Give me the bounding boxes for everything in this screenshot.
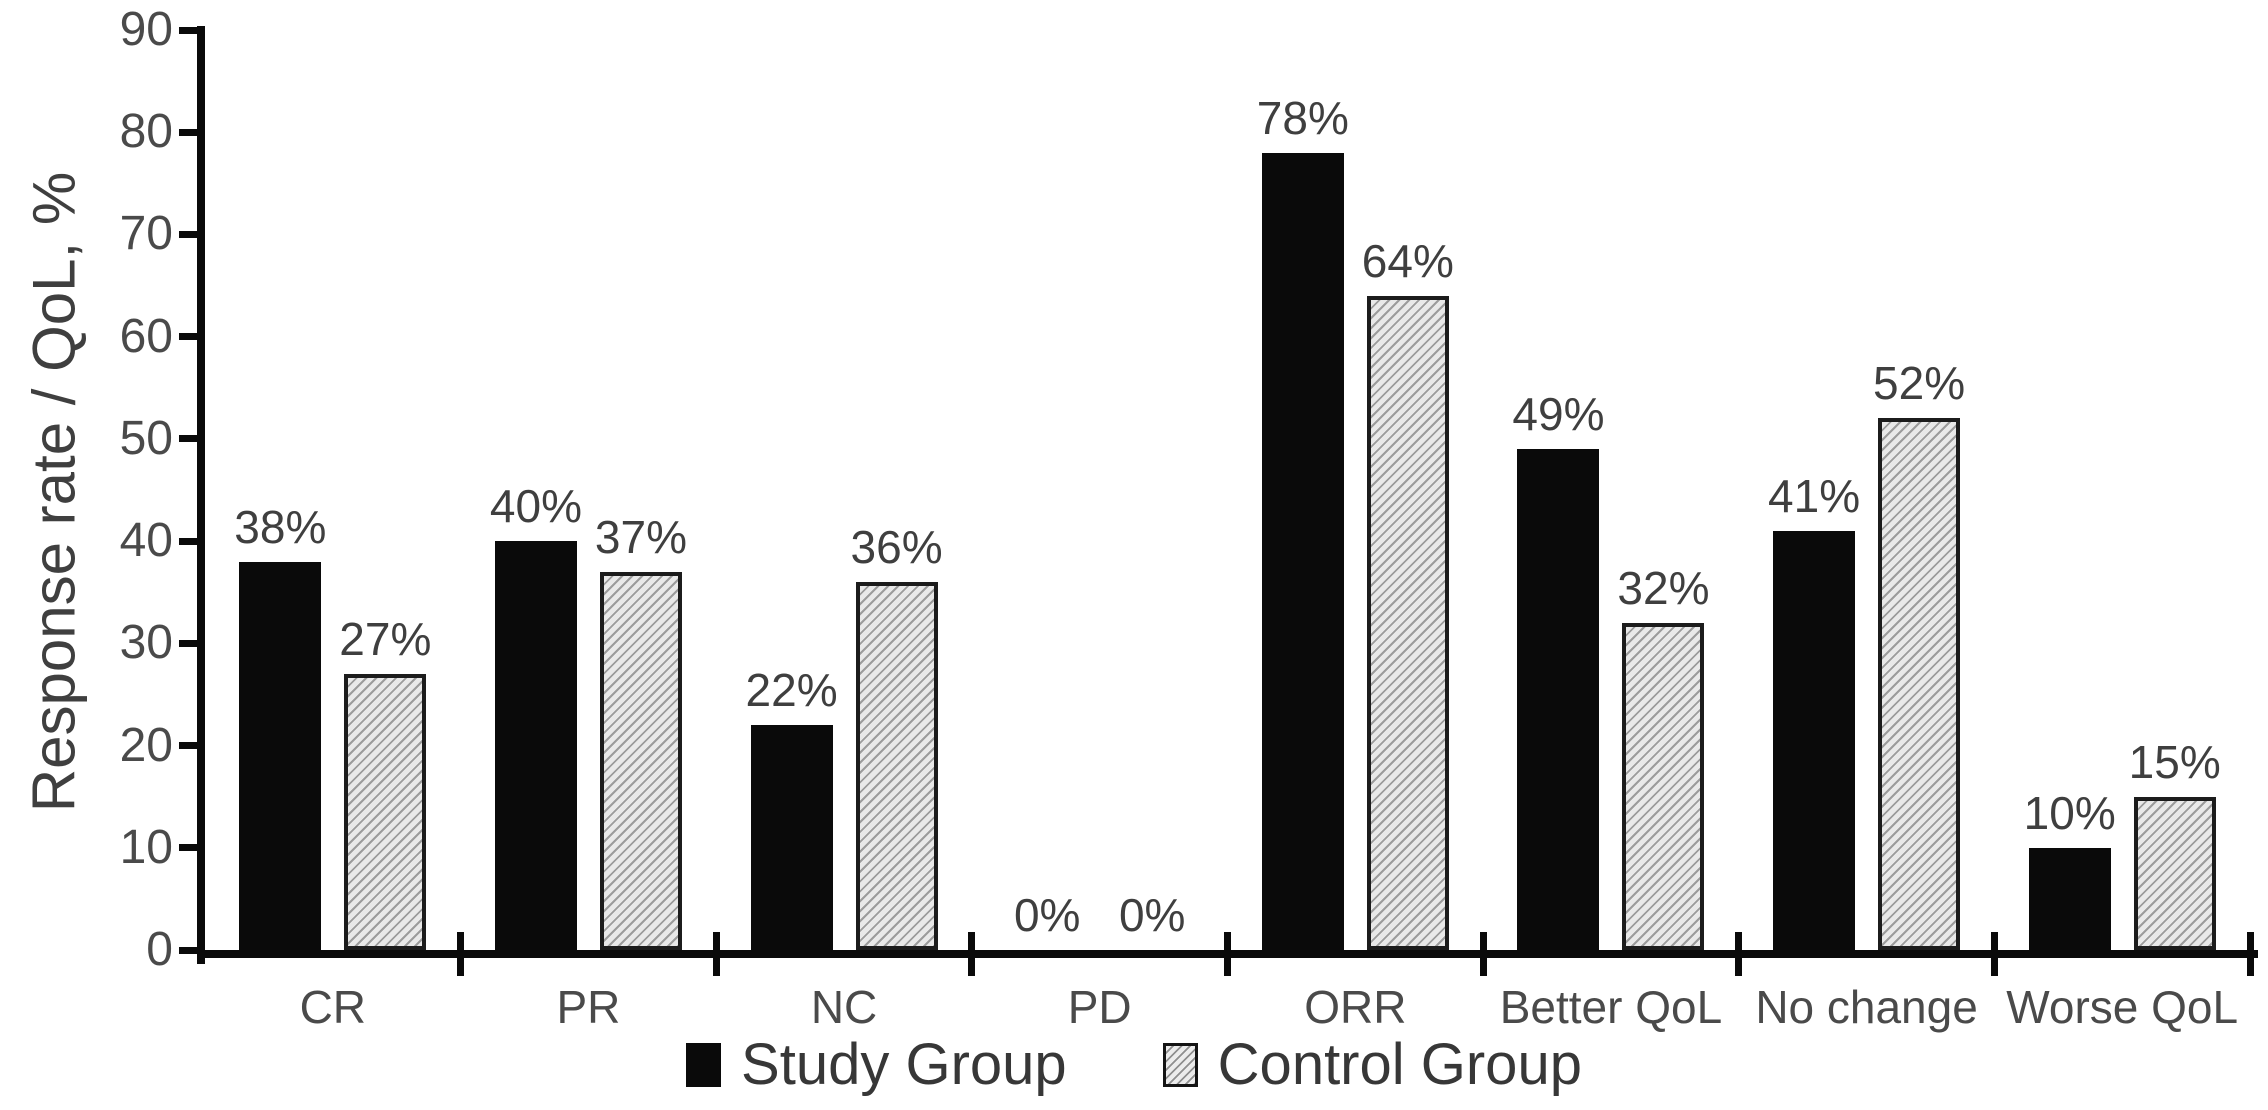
bar-value-label-control-group-pr: 37% — [594, 510, 687, 563]
legend-item-study-group: Study Group — [686, 1036, 1067, 1094]
y-axis-tick — [179, 230, 197, 238]
x-axis-tick — [968, 932, 976, 976]
bar-study-group-worse-qol — [2028, 847, 2111, 950]
bar-control-group-better-qol — [1622, 622, 1705, 950]
category-label-nc: NC — [810, 981, 878, 1033]
bar-value-label-study-group-orr: 78% — [1256, 91, 1349, 144]
y-axis-tick — [179, 639, 197, 647]
y-axis-tick — [179, 946, 197, 954]
category-label-pd: PD — [1067, 981, 1132, 1033]
x-axis-tick — [1990, 932, 1998, 976]
y-axis-title: Response rate / QoL, % — [20, 171, 88, 813]
bar-value-label-control-group-better-qol: 32% — [1617, 561, 1710, 614]
legend-label-study-group: Study Group — [741, 1032, 1067, 1097]
y-tick-label: 50 — [119, 411, 173, 465]
y-tick-label: 70 — [119, 207, 173, 261]
bar-value-label-study-group-worse-qol: 10% — [2023, 786, 2116, 839]
y-tick-label: 60 — [119, 309, 173, 363]
y-axis-tick — [179, 128, 197, 136]
x-axis-tick — [457, 932, 465, 976]
legend-item-control-group: Control Group — [1162, 1032, 1582, 1097]
y-axis-tick — [179, 844, 197, 852]
bar-value-label-study-group-better-qol: 49% — [1512, 388, 1605, 441]
bar-value-label-control-group-orr: 64% — [1361, 234, 1454, 287]
legend-swatch-control-group-icon — [1162, 1043, 1198, 1087]
bar-value-label-control-group-pd: 0% — [1118, 889, 1186, 941]
y-tick-label: 40 — [119, 514, 173, 568]
x-axis-tick — [712, 932, 720, 976]
bar-study-group-orr — [1261, 152, 1344, 950]
category-label-worse-qol: Worse QoL — [2006, 981, 2239, 1033]
category-label-orr: ORR — [1304, 981, 1407, 1033]
category-label-pr: PR — [556, 981, 621, 1033]
bar-value-label-control-group-cr: 27% — [339, 613, 432, 665]
y-tick-label: 10 — [119, 820, 173, 874]
legend: Study Group Control Group — [0, 1036, 2268, 1094]
bar-control-group-nc — [855, 582, 938, 950]
category-label-no-change: No change — [1755, 981, 1978, 1033]
bar-value-label-study-group-pr: 40% — [489, 480, 582, 533]
bar-control-group-orr — [1366, 295, 1449, 950]
bar-value-label-study-group-cr: 38% — [234, 500, 327, 553]
bar-study-group-cr — [239, 561, 322, 950]
y-tick-label: 30 — [119, 616, 173, 670]
y-axis-line — [197, 26, 205, 964]
bar-value-label-control-group-no-change: 52% — [1873, 357, 1966, 410]
bar-study-group-nc — [750, 725, 833, 950]
y-tick-label: 0 — [146, 923, 173, 976]
legend-label-control-group: Control Group — [1217, 1032, 1582, 1097]
x-axis-tick — [2246, 932, 2254, 976]
category-label-cr: CR — [299, 981, 367, 1033]
bar-control-group-worse-qol — [2133, 796, 2216, 950]
category-label-better-qol: Better QoL — [1499, 981, 1723, 1033]
bar-value-label-study-group-no-change: 41% — [1768, 469, 1861, 522]
plot-area: 0 10 20 30 40 50 60 70 80 90 38% 27% CR 40% 37% PR 22% 36… — [120, 6, 2258, 1030]
y-tick-label: 80 — [119, 105, 173, 159]
x-axis-tick — [1224, 932, 1231, 976]
y-tick-label: 90 — [119, 3, 173, 56]
y-axis-tick — [179, 537, 197, 545]
bar-study-group-better-qol — [1517, 449, 1600, 950]
bar-value-label-study-group-pd: 0% — [1013, 889, 1081, 941]
bar-study-group-pr — [494, 541, 577, 950]
y-axis-tick — [179, 742, 197, 750]
legend-swatch-study-group-icon — [686, 1043, 722, 1087]
bar-control-group-no-change — [1878, 418, 1961, 950]
bar-control-group-pr — [599, 571, 682, 950]
x-axis-tick — [1479, 932, 1487, 976]
bar-value-label-study-group-nc: 22% — [745, 664, 838, 717]
y-axis-tick — [179, 333, 197, 341]
y-tick-label: 20 — [119, 718, 173, 772]
x-axis-tick — [1735, 932, 1743, 976]
bar-value-label-control-group-worse-qol: 15% — [2128, 735, 2221, 788]
bar-value-label-control-group-nc: 36% — [850, 521, 943, 573]
bar-control-group-cr — [344, 674, 427, 950]
y-axis-tick — [179, 435, 197, 443]
bar-study-group-no-change — [1773, 530, 1856, 950]
y-axis-tick — [179, 26, 197, 34]
